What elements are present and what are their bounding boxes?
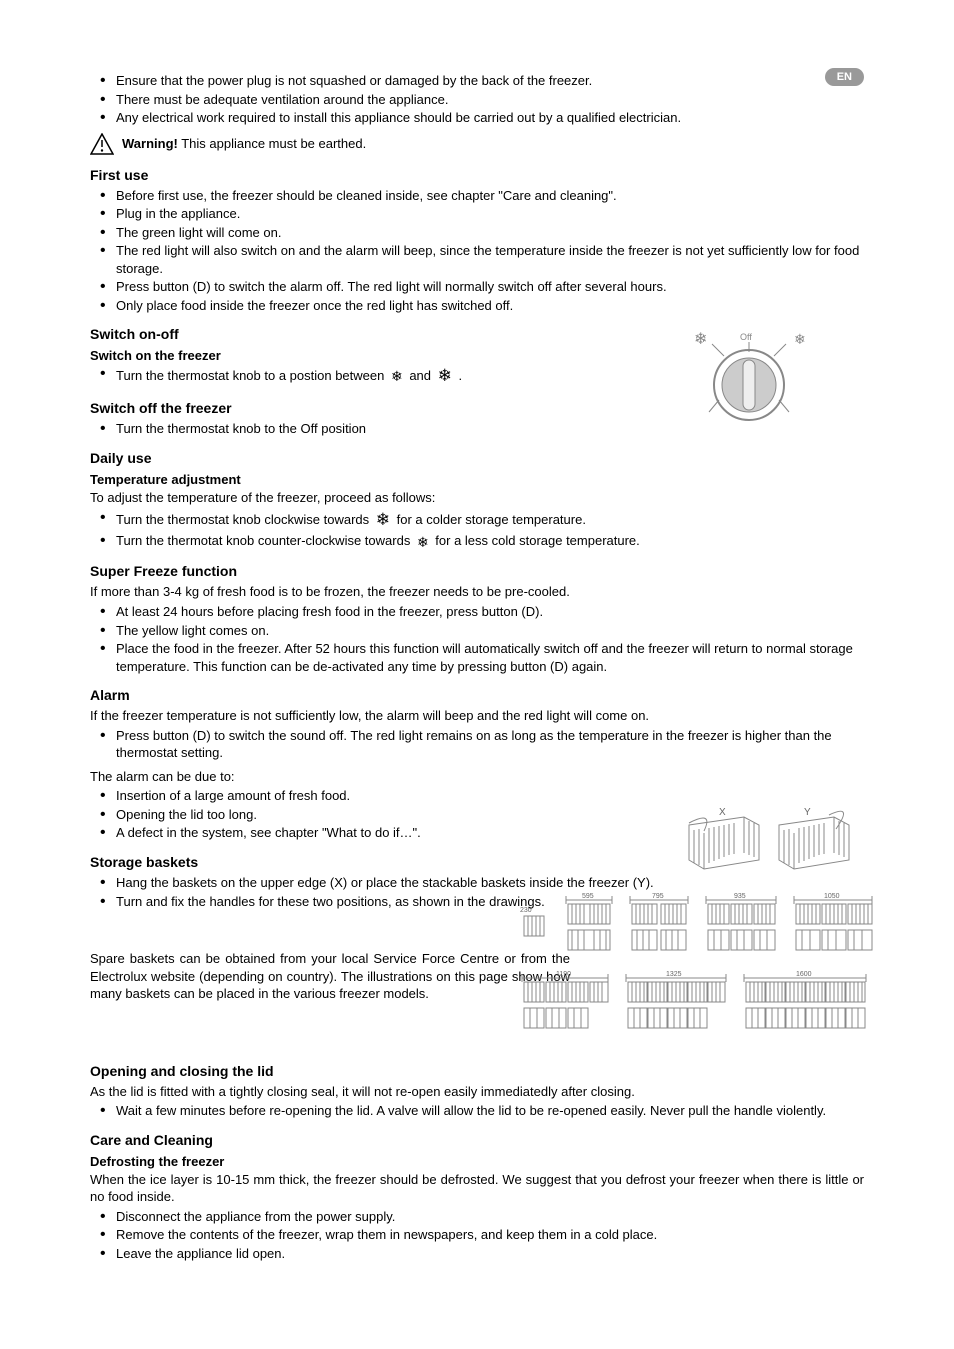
list-item: Any electrical work required to install … — [116, 109, 864, 127]
temp-adjust-para: To adjust the temperature of the freezer… — [90, 489, 864, 507]
list-item: Turn the thermotat knob counter-clockwis… — [116, 532, 864, 551]
list-item: There must be adequate ventilation aroun… — [116, 91, 864, 109]
superfreeze-heading: Super Freeze function — [90, 563, 864, 579]
defrost-subheading: Defrosting the freezer — [90, 1154, 864, 1169]
svg-text:1600: 1600 — [796, 971, 812, 978]
svg-text:1325: 1325 — [666, 971, 682, 978]
snowflake-large-icon: ❄︎ — [438, 365, 452, 388]
list-item: Place the food in the freezer. After 52 … — [116, 640, 864, 675]
list-item: Leave the appliance lid open. — [116, 1245, 864, 1263]
alarm-para1: If the freezer temperature is not suffic… — [90, 707, 864, 725]
warning-text: Warning! This appliance must be earthed. — [122, 136, 366, 151]
list-item: Opening the lid too long. — [116, 806, 864, 824]
superfreeze-bullets: At least 24 hours before placing fresh f… — [90, 603, 864, 675]
defrost-para: When the ice layer is 10-15 mm thick, th… — [90, 1171, 864, 1206]
warning-row: Warning! This appliance must be earthed. — [90, 133, 864, 155]
list-item: Remove the contents of the freezer, wrap… — [116, 1226, 864, 1244]
switch-off-bullets: Turn the thermostat knob to the Off posi… — [90, 420, 864, 438]
list-item: Turn the thermostat knob clockwise towar… — [116, 509, 864, 532]
alarm-bullets1: Press button (D) to switch the sound off… — [90, 727, 864, 762]
lid-para: As the lid is fitted with a tightly clos… — [90, 1083, 864, 1101]
temp-adjust-subheading: Temperature adjustment — [90, 472, 864, 487]
list-item: Press button (D) to switch the alarm off… — [116, 278, 864, 296]
lid-bullets: Wait a few minutes before re-opening the… — [90, 1102, 864, 1120]
list-item: Only place food inside the freezer once … — [116, 297, 864, 315]
layout-1050: 1050 — [792, 890, 874, 952]
list-item: The green light will come on. — [116, 224, 864, 242]
snowflake-small-icon: ❄︎ — [391, 367, 403, 386]
list-item: Insertion of a large amount of fresh foo… — [116, 787, 864, 805]
snowflake-large-icon: ❄︎ — [376, 509, 390, 532]
first-use-bullets: Before first use, the freezer should be … — [90, 187, 864, 315]
warning-icon — [90, 133, 114, 155]
baskets-bullets: Hang the baskets on the upper edge (X) o… — [90, 874, 686, 910]
list-item: Hang the baskets on the upper edge (X) o… — [116, 874, 686, 892]
page: EN ❄︎ Off ❄︎ X Y — [0, 0, 954, 1349]
list-item: The red light will also switch on and th… — [116, 242, 864, 277]
list-item: Ensure that the power plug is not squash… — [116, 72, 864, 90]
list-item: Turn and fix the handles for these two p… — [116, 893, 686, 911]
layout-935: 935 — [704, 890, 778, 952]
list-item: Wait a few minutes before re-opening the… — [116, 1102, 864, 1120]
intro-bullets: Ensure that the power plug is not squash… — [90, 72, 864, 127]
svg-text:1190: 1190 — [556, 971, 571, 978]
list-item: Plug in the appliance. — [116, 205, 864, 223]
switch-on-bullets: Turn the thermostat knob to a postion be… — [90, 365, 864, 388]
first-use-heading: First use — [90, 167, 864, 183]
svg-text:935: 935 — [734, 893, 746, 900]
svg-text:❄︎: ❄︎ — [694, 331, 707, 348]
list-item: Disconnect the appliance from the power … — [116, 1208, 864, 1226]
list-item: Before first use, the freezer should be … — [116, 187, 864, 205]
list-item: Press button (D) to switch the sound off… — [116, 727, 864, 762]
layout-1325: 1325 — [624, 968, 728, 1030]
snowflake-small-icon: ❄︎ — [417, 533, 429, 552]
list-item: At least 24 hours before placing fresh f… — [116, 603, 864, 621]
svg-text:❄︎: ❄︎ — [794, 331, 806, 347]
lid-heading: Opening and closing the lid — [90, 1063, 864, 1079]
alarm-para2: The alarm can be due to: — [90, 768, 864, 786]
list-item: The yellow light comes on. — [116, 622, 864, 640]
list-item: A defect in the system, see chapter "Wha… — [116, 824, 864, 842]
daily-use-heading: Daily use — [90, 450, 864, 466]
layout-1190: 1190 — [520, 968, 610, 1030]
superfreeze-para: If more than 3-4 kg of fresh food is to … — [90, 583, 864, 601]
alarm-bullets2: Insertion of a large amount of fresh foo… — [90, 787, 864, 842]
svg-text:1050: 1050 — [824, 893, 840, 900]
baskets-para: Spare baskets can be obtained from your … — [90, 950, 570, 1003]
list-item: Turn the thermostat knob to the Off posi… — [116, 420, 864, 438]
defrost-bullets: Disconnect the appliance from the power … — [90, 1208, 864, 1263]
alarm-heading: Alarm — [90, 687, 864, 703]
list-item: Turn the thermostat knob to a postion be… — [116, 365, 864, 388]
care-heading: Care and Cleaning — [90, 1132, 864, 1148]
freezer-layout-diagram: 230 595 795 935 — [520, 890, 874, 1030]
temp-adjust-bullets: Turn the thermostat knob clockwise towar… — [90, 509, 864, 552]
layout-1600: 1600 — [742, 968, 868, 1030]
knob-off-label: Off — [740, 332, 752, 342]
